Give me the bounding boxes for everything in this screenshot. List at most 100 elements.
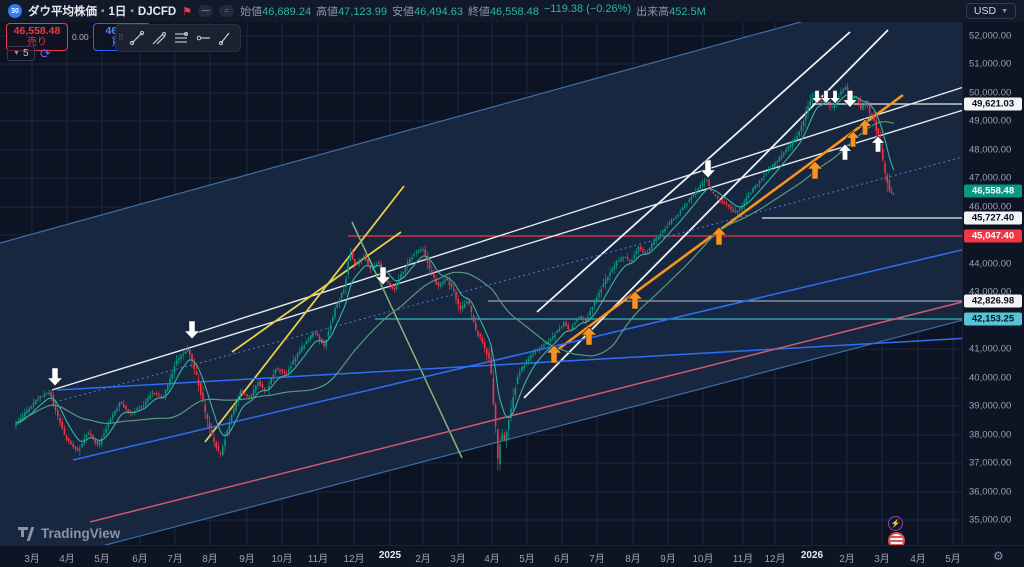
currency-dropdown[interactable]: USD ▼ (965, 3, 1016, 19)
down-arrow-mark[interactable] (842, 90, 858, 108)
price-tick-label: 40,000.00 (969, 372, 1012, 384)
time-tick-label: 3月 (874, 554, 890, 565)
sell-button[interactable]: 46,558.48 売り (6, 23, 68, 51)
price-tick-label: 44,000.00 (969, 258, 1012, 270)
down-arrow-mark[interactable] (46, 367, 64, 387)
price-tick-label: 51,000.00 (969, 58, 1012, 70)
time-tick-label: 8月 (202, 554, 218, 565)
time-tick-label: 6月 (132, 554, 148, 565)
time-tick-label: 12月 (343, 554, 365, 565)
time-tick-label: 3月 (450, 554, 466, 565)
price-level-label: 46,558.48 (964, 184, 1022, 198)
down-arrow-mark[interactable] (699, 159, 717, 179)
parallel-lines-tool-icon[interactable] (170, 26, 192, 50)
arrow-line-tool-icon[interactable] (214, 26, 236, 50)
price-axis[interactable]: 52,000.00 51,000.00 50,000.00 49,000.00 48,0… (962, 22, 1024, 545)
chevron-down-icon: ▼ (1001, 7, 1008, 15)
price-tick-label: 52,000.00 (969, 30, 1012, 42)
price-level-label: 49,621.03 (964, 97, 1022, 111)
horizontal-ray-tool-icon[interactable] (192, 26, 214, 50)
up-arrow-mark[interactable] (870, 135, 886, 153)
time-tick-label: 10月 (692, 554, 714, 565)
price-level-label: 45,727.40 (964, 211, 1022, 225)
down-arrow-mark[interactable] (828, 90, 842, 104)
down-arrow-mark[interactable] (374, 266, 392, 286)
time-tick-label: 8月 (625, 554, 641, 565)
ma-fast-line (15, 94, 895, 442)
trendline-white-long-a (51, 107, 971, 391)
trendline-white-steep-left (536, 31, 851, 313)
trendline-pink (89, 299, 971, 523)
time-tick-label: 6月 (554, 554, 570, 565)
time-tick-label: 4月 (484, 554, 500, 565)
info-line-tool-icon[interactable] (148, 26, 170, 50)
auto-sync-icon[interactable]: ⟳ (40, 46, 51, 61)
up-arrow-mark[interactable] (545, 344, 563, 364)
time-tick-label: 4月 (59, 554, 75, 565)
economic-event-icon[interactable]: ⚡ (888, 516, 903, 531)
price-tick-label: 49,000.00 (969, 115, 1012, 127)
time-tick-label: 7月 (589, 554, 605, 565)
price-tick-label: 47,000.00 (969, 172, 1012, 184)
time-tick-label: 11月 (307, 554, 329, 565)
trendline-yellow-2 (231, 231, 402, 353)
ohlc-readout: 始値46,689.24 高値47,123.99 安値46,494.63 終値46… (240, 3, 706, 18)
price-tick-label: 48,000.00 (969, 144, 1012, 156)
change-readout: −119.38 (−0.26%) (543, 3, 632, 15)
up-arrow-mark[interactable] (845, 130, 861, 148)
price-tick-label: 38,000.00 (969, 429, 1012, 441)
up-arrow-mark[interactable] (710, 226, 728, 246)
time-axis[interactable]: 3月 4月 5月 6月 7月 8月 9月 10月 11月 12月 2025 2月 3月 4月 5月 6月 7月 8… (0, 545, 1024, 567)
flag-icon[interactable]: ⚑ (182, 5, 193, 18)
price-tick-label: 39,000.00 (969, 400, 1012, 412)
up-arrow-mark[interactable] (580, 326, 598, 346)
tradingview-logo[interactable]: TradingView (18, 526, 120, 541)
time-tick-label: 3月 (24, 554, 40, 565)
price-tick-label: 35,000.00 (969, 514, 1012, 526)
trendline-green-down (351, 221, 463, 459)
spread-value: 0.00 (69, 30, 92, 43)
axis-settings-gear-icon[interactable]: ⚙ (993, 549, 1004, 563)
trend-line-tool-icon[interactable] (126, 26, 148, 50)
time-tick-label: 4月 (910, 554, 926, 565)
down-arrow-mark[interactable] (183, 320, 201, 340)
drawing-toolbar: ⠿ (115, 24, 241, 52)
price-tick-label: 43,000.00 (969, 286, 1012, 298)
channel-upper-edge (0, 0, 881, 244)
price-level-label: 42,826.98 (964, 294, 1022, 308)
drag-handle-icon[interactable]: ⠿ (118, 32, 125, 42)
symbol-logo-icon: 30 (8, 4, 22, 18)
up-arrow-mark[interactable] (837, 143, 853, 161)
symbol-title[interactable]: ダウ平均株価・1日・DJCFD (28, 6, 177, 18)
time-tick-label: 2月 (415, 554, 431, 565)
chart-top-bar: 30 ダウ平均株価・1日・DJCFD ⚑ — = 始値46,689.24 高値4… (0, 0, 1024, 22)
compare-pill-icon[interactable]: = (219, 5, 235, 17)
up-arrow-mark[interactable] (806, 160, 824, 180)
time-tick-label: 11月 (732, 554, 754, 565)
time-tick-label: 2025 (378, 550, 402, 561)
minimize-pill-icon[interactable]: — (198, 5, 214, 17)
time-tick-label: 9月 (660, 554, 676, 565)
chevron-down-icon: ▼ (13, 50, 20, 57)
price-level-label: 45,047.40 (964, 229, 1022, 243)
up-arrow-mark[interactable] (626, 290, 644, 310)
time-tick-label: 10月 (271, 554, 293, 565)
time-tick-label: 12月 (764, 554, 786, 565)
bar-count-dropdown[interactable]: ▼ 5 (7, 46, 35, 61)
up-arrow-mark[interactable] (857, 118, 873, 136)
watermark-text: TradingView (41, 526, 121, 541)
time-tick-label: 7月 (167, 554, 183, 565)
time-tick-label: 9月 (239, 554, 255, 565)
price-tick-label: 46,000.00 (969, 201, 1012, 213)
price-tick-label: 37,000.00 (969, 457, 1012, 469)
time-tick-label: 2026 (800, 550, 824, 561)
price-tick-label: 50,000.00 (969, 87, 1012, 99)
trendline-blue-1 (56, 337, 971, 391)
trendline-orange-trend (552, 93, 904, 355)
price-tick-label: 41,000.00 (969, 343, 1012, 355)
price-tick-label: 36,000.00 (969, 486, 1012, 498)
tradingview-mark-icon (18, 526, 35, 541)
